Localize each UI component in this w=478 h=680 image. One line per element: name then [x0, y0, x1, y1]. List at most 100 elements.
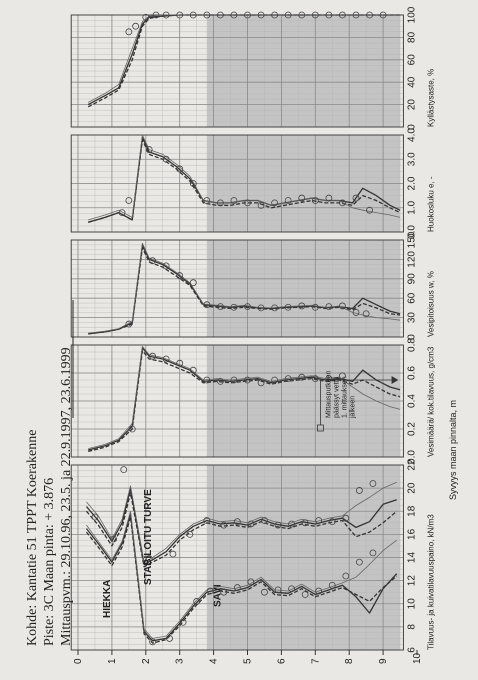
data-point [325, 11, 333, 19]
data-point [220, 521, 228, 529]
data-point [342, 572, 350, 580]
data-point [325, 375, 333, 383]
annotation-marker [316, 424, 324, 432]
data-point [230, 11, 238, 19]
data-point [162, 11, 170, 19]
panel-frame [70, 239, 404, 338]
data-point [271, 376, 279, 384]
data-point [169, 550, 177, 558]
value-tick-label: 0.2 [406, 422, 417, 436]
data-point [369, 549, 377, 557]
data-point [203, 11, 211, 19]
data-point [298, 302, 306, 310]
data-point [366, 11, 373, 19]
data-point [288, 520, 295, 528]
soil-layer-label: HIEKKA [102, 580, 113, 618]
series-line [88, 247, 401, 335]
data-point [186, 530, 194, 538]
panel-axis-title: Vesipitoisuus w, % [426, 271, 435, 337]
data-point [339, 372, 346, 380]
data-point [216, 199, 224, 207]
data-point [366, 206, 373, 214]
data-point [284, 11, 292, 19]
data-point [355, 558, 363, 566]
data-point [244, 199, 251, 207]
data-point [298, 194, 306, 202]
data-point [271, 304, 279, 312]
data-point [315, 517, 323, 524]
data-point [244, 376, 251, 384]
water-note-text: 1. mittauksen [342, 376, 349, 418]
data-point [247, 578, 255, 586]
water-note-text: päässyt vettä [334, 377, 341, 418]
depth-tick-label: 0 [73, 658, 84, 664]
data-point [274, 586, 282, 594]
data-point [379, 11, 387, 19]
value-tick-label: 60 [406, 54, 417, 66]
value-tick-label: 150 [406, 231, 417, 248]
value-tick-label: 0.4 [406, 394, 417, 408]
panel-unit-weight: 6 8 10 12 14 16 18 20 22 Tilavuus- ja kuivatilavu… [70, 459, 435, 653]
panel-axis-title: Huokosluku e, - [426, 176, 435, 232]
depth-tick-label: 9 [378, 658, 389, 664]
value-tick-label: 4.0 [406, 128, 417, 142]
series-line [86, 481, 397, 563]
data-point [128, 425, 136, 433]
data-point [145, 146, 153, 153]
data-point [284, 375, 292, 383]
data-point [220, 588, 228, 596]
data-point [247, 520, 255, 528]
data-point [125, 320, 133, 328]
data-point [216, 11, 224, 19]
data-point [203, 376, 211, 384]
header-point: Piste: 3C Maan pinta: + 3.876 [42, 478, 57, 646]
depth-tick-label: 5 [243, 658, 254, 664]
data-point [203, 301, 211, 309]
data-point [311, 375, 319, 383]
depth-tick-label: 2 [141, 658, 152, 664]
data-point [311, 303, 319, 311]
soil-layer-label: STABILOITU TURVE [143, 489, 154, 585]
value-tick-label: 20 [406, 482, 417, 494]
data-point [216, 303, 224, 311]
panel-axis-title: Kyllästysaste, % [426, 69, 435, 127]
data-point [244, 11, 251, 19]
header-title: Kohde: Kantatie 51 TPPT Koerakenne [25, 430, 40, 646]
annotation-arrowhead [391, 376, 399, 384]
panel-axis-title: Vesimäärä/ kok.tilavuus, g/cm3 [426, 346, 435, 457]
data-point [352, 11, 360, 19]
panel-axis-title: Tilavuus- ja kuivatilavuuspaino, kN/m3 [426, 514, 435, 650]
data-point [257, 304, 265, 312]
depth-axis-title: Syvyys maan pinnalta, m [448, 400, 458, 500]
data-point [152, 11, 160, 19]
data-point [233, 584, 241, 591]
data-point [176, 272, 184, 279]
data-point [176, 165, 184, 173]
data-point [271, 199, 279, 207]
data-point [339, 11, 346, 19]
value-tick-label: 8 [406, 624, 417, 630]
series-line [86, 510, 397, 639]
data-point [203, 197, 211, 204]
data-point [284, 197, 292, 204]
data-point [257, 11, 265, 19]
data-point [288, 585, 295, 593]
data-point [301, 591, 309, 598]
panel-frame [70, 344, 404, 458]
data-point [110, 535, 117, 543]
soil-layer-label: SAVI [212, 584, 223, 607]
series-line [88, 134, 401, 221]
data-point [342, 514, 350, 522]
data-point [325, 303, 333, 311]
panel-void-ratio: 0.0 1.0 2.0 3.0 4.0 Huokosluku e, - [70, 128, 435, 239]
value-tick-label: 60 [406, 292, 417, 304]
data-point [257, 379, 265, 387]
data-point [132, 22, 140, 30]
value-tick-label: 30 [406, 312, 417, 324]
value-tick-label: 0 [406, 334, 417, 340]
value-tick-label: 1.0 [406, 200, 417, 214]
depth-tick-label: 6 [276, 658, 287, 664]
depth-tick-label: 10 [412, 652, 423, 664]
data-point [230, 197, 238, 204]
data-point [189, 180, 197, 187]
